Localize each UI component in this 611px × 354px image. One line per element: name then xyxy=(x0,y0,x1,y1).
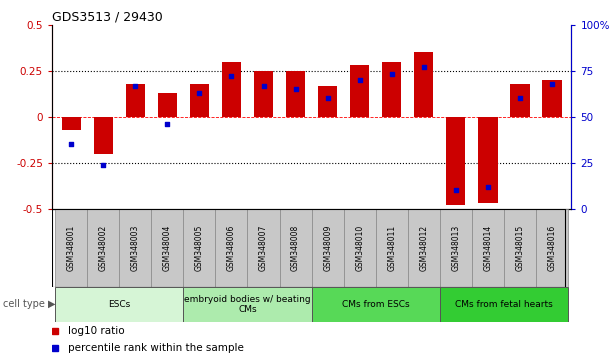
Point xyxy=(547,81,557,86)
Bar xyxy=(472,209,504,287)
Bar xyxy=(254,71,273,117)
Point xyxy=(451,188,461,193)
Point xyxy=(515,96,525,101)
Bar xyxy=(446,117,466,205)
Bar xyxy=(440,209,472,287)
Text: GSM348008: GSM348008 xyxy=(291,225,300,271)
Bar xyxy=(247,209,280,287)
Text: log10 ratio: log10 ratio xyxy=(68,326,124,336)
Point xyxy=(258,83,268,88)
Point xyxy=(483,184,493,190)
Bar xyxy=(312,209,343,287)
Bar xyxy=(478,117,497,203)
Bar xyxy=(376,209,408,287)
Text: GSM348005: GSM348005 xyxy=(195,224,204,271)
Point xyxy=(66,142,76,147)
Text: GSM348006: GSM348006 xyxy=(227,224,236,271)
Text: GSM348002: GSM348002 xyxy=(99,225,108,271)
Bar xyxy=(414,52,433,117)
Text: GSM348016: GSM348016 xyxy=(547,225,557,271)
Bar xyxy=(190,84,209,117)
Point xyxy=(419,64,429,70)
Bar xyxy=(119,209,152,287)
Text: percentile rank within the sample: percentile rank within the sample xyxy=(68,343,243,353)
Bar xyxy=(440,287,568,322)
Text: embryoid bodies w/ beating
CMs: embryoid bodies w/ beating CMs xyxy=(184,295,311,314)
Bar xyxy=(343,209,376,287)
Text: GSM348009: GSM348009 xyxy=(323,224,332,271)
Point xyxy=(194,90,204,96)
Bar xyxy=(536,209,568,287)
Point xyxy=(291,86,301,92)
Point xyxy=(98,162,108,167)
Text: cell type ▶: cell type ▶ xyxy=(3,299,56,309)
Bar xyxy=(543,80,562,117)
Bar xyxy=(183,287,312,322)
Text: GSM348007: GSM348007 xyxy=(259,224,268,271)
Text: GSM348013: GSM348013 xyxy=(452,225,460,271)
Text: GSM348003: GSM348003 xyxy=(131,224,140,271)
Bar xyxy=(183,209,216,287)
Point xyxy=(355,77,365,83)
Text: ESCs: ESCs xyxy=(108,300,130,309)
Bar xyxy=(152,209,183,287)
Text: CMs from fetal hearts: CMs from fetal hearts xyxy=(455,300,553,309)
Text: CMs from ESCs: CMs from ESCs xyxy=(342,300,409,309)
Bar xyxy=(55,287,183,322)
Text: GDS3513 / 29430: GDS3513 / 29430 xyxy=(52,11,163,24)
Text: GSM348011: GSM348011 xyxy=(387,225,397,271)
Bar xyxy=(222,62,241,117)
Bar xyxy=(62,117,81,130)
Point xyxy=(227,74,236,79)
Bar xyxy=(280,209,312,287)
Bar xyxy=(158,93,177,117)
Point xyxy=(130,83,140,88)
Bar xyxy=(216,209,247,287)
Bar xyxy=(382,62,401,117)
Bar xyxy=(87,209,119,287)
Text: GSM348015: GSM348015 xyxy=(516,225,524,271)
Bar xyxy=(504,209,536,287)
Text: GSM348012: GSM348012 xyxy=(419,225,428,271)
Text: GSM348014: GSM348014 xyxy=(483,225,492,271)
Point xyxy=(323,96,332,101)
Bar xyxy=(350,65,369,117)
Bar xyxy=(510,84,530,117)
Point xyxy=(163,121,172,127)
Point xyxy=(387,72,397,77)
Text: GSM348004: GSM348004 xyxy=(163,224,172,271)
Bar xyxy=(286,71,306,117)
Text: GSM348010: GSM348010 xyxy=(355,225,364,271)
Bar xyxy=(318,86,337,117)
Bar xyxy=(126,84,145,117)
Bar xyxy=(55,209,87,287)
Bar xyxy=(312,287,440,322)
Text: GSM348001: GSM348001 xyxy=(67,225,76,271)
Bar xyxy=(408,209,440,287)
Bar xyxy=(93,117,113,154)
